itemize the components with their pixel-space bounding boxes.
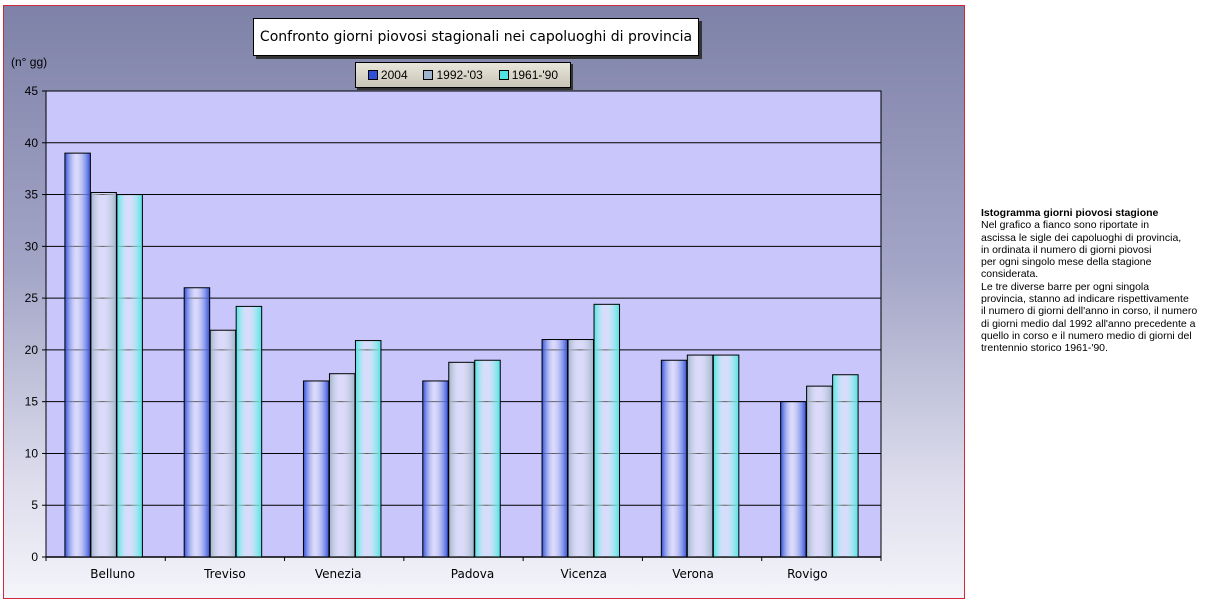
legend-label-2004: 2004 <box>380 68 408 82</box>
bar-rovigo-1 <box>780 401 807 558</box>
bar-padova-3 <box>474 359 501 558</box>
y-tick-label: 5 <box>31 498 38 512</box>
bar-vicenza-1 <box>541 339 569 558</box>
x-tick-label: Treviso <box>203 567 246 581</box>
x-tick-label: Belluno <box>90 567 135 581</box>
chart-legend: 2004 1992-'03 1961-'90 <box>355 62 571 88</box>
description-line: Nel grafico a fianco sono riportate in <box>981 219 1150 232</box>
y-tick-label: 25 <box>25 291 39 305</box>
chart-area: 0 5 10 15 20 25 30 35 40 45 Belluno Treviso Venezia P… <box>3 5 965 599</box>
bar-treviso-2 <box>209 329 237 558</box>
bar-vicenza-2 <box>567 339 595 558</box>
description-line: trentennio storico 1961-'90. <box>981 342 1108 355</box>
legend-label-1992-03: 1992-'03 <box>436 68 483 82</box>
x-tick-label: Verona <box>672 567 714 581</box>
bar-vicenza-3 <box>593 303 621 558</box>
description-line: in ordinata il numero di giorni piovosi <box>981 243 1152 256</box>
bar-chart: 0 5 10 15 20 25 30 35 40 45 Belluno Treviso Venezia P… <box>25 84 882 581</box>
x-tick-label: Vicenza <box>561 567 608 581</box>
bar-verona-2 <box>686 354 714 558</box>
bar-rovigo-2 <box>806 385 833 558</box>
y-tick-label: 10 <box>25 446 39 460</box>
x-tick-label: Venezia <box>315 567 362 581</box>
y-tick-label: 35 <box>25 188 39 202</box>
y-tick-label: 0 <box>31 550 38 564</box>
bar-venezia-2 <box>328 373 356 558</box>
y-tick-label: 40 <box>25 136 39 150</box>
bar-padova-1 <box>422 380 449 558</box>
x-tick-label: Rovigo <box>787 567 828 581</box>
description-line: provincia, stanno ad indicare rispettiva… <box>981 293 1189 306</box>
y-tick-label: 20 <box>25 343 39 357</box>
description-line: Le tre diverse barre per ogni singola <box>981 280 1150 293</box>
bar-belluno-3 <box>116 194 143 558</box>
x-tick-label: Padova <box>451 567 494 581</box>
description-line: il numero di giorni dell'anno in corso, … <box>981 305 1198 318</box>
bar-verona-3 <box>712 354 740 558</box>
description-line: considerata. <box>981 268 1039 281</box>
description-title: Istogramma giorni piovosi stagione <box>981 207 1159 219</box>
legend-item-1961-90: 1961-'90 <box>498 68 559 82</box>
chart-title: Confronto giorni piovosi stagionali nei … <box>253 18 699 56</box>
legend-item-2004: 2004 <box>367 68 408 82</box>
y-tick-label: 15 <box>25 395 39 409</box>
bar-venezia-3 <box>354 340 382 558</box>
legend-swatch-1992-03 <box>423 70 434 80</box>
description-panel: Istogramma giorni piovosi stagione Nel g… <box>981 207 1221 355</box>
bar-treviso-1 <box>183 287 211 558</box>
description-line: di giorni medio dal 1992 all'anno preced… <box>981 317 1196 330</box>
legend-swatch-1961-90 <box>498 70 509 80</box>
y-tick-label: 30 <box>25 239 39 253</box>
bar-padova-2 <box>448 361 475 558</box>
bar-belluno-1 <box>64 152 91 558</box>
legend-swatch-2004 <box>367 70 378 80</box>
legend-item-1992-03: 1992-'03 <box>423 68 483 82</box>
y-tick-label: 45 <box>25 84 39 98</box>
bar-venezia-1 <box>302 380 330 558</box>
bar-treviso-3 <box>235 305 263 558</box>
bar-verona-1 <box>660 359 688 558</box>
y-axis-label: (n° gg) <box>11 55 48 69</box>
bar-belluno-2 <box>90 191 117 558</box>
bar-rovigo-3 <box>832 374 859 558</box>
description-line: quello in corso e il numero medio di gio… <box>981 329 1192 342</box>
description-line: per ogni singolo mese della stagione <box>981 256 1152 269</box>
description-line: ascissa le sigle dei capoluoghi di provi… <box>981 231 1182 244</box>
legend-label-1961-90: 1961-'90 <box>511 68 559 82</box>
